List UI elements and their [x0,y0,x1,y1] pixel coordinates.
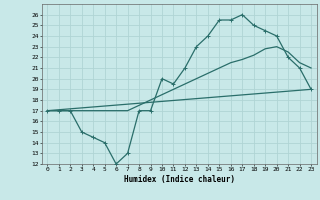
X-axis label: Humidex (Indice chaleur): Humidex (Indice chaleur) [124,175,235,184]
